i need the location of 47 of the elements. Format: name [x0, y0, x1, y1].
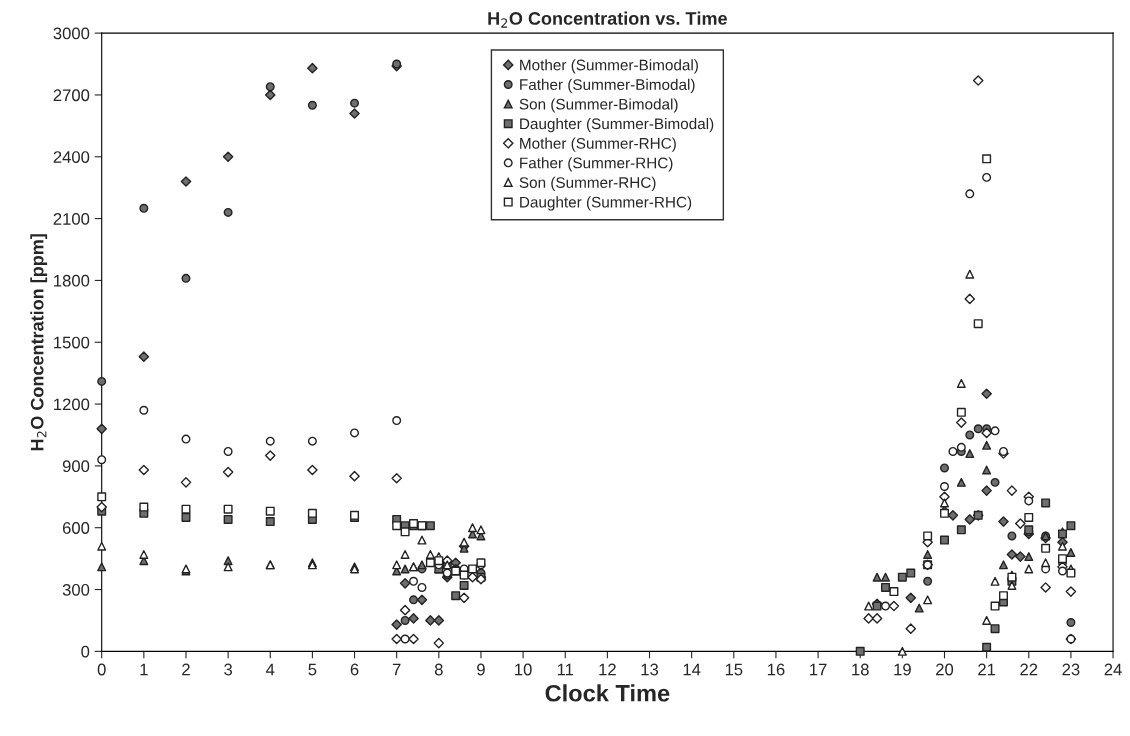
y-tick-label: 1200 — [54, 398, 90, 411]
y-tick-label: 900 — [62, 460, 90, 473]
x-tick-label: 8 — [434, 663, 443, 676]
x-tick-label: 3 — [224, 663, 233, 676]
x-tick-label: 12 — [599, 663, 616, 676]
chart-title: H$_{2}$O Concentration vs. Time — [488, 11, 727, 28]
x-tick-label: 5 — [308, 663, 317, 676]
x-tick-label: 10 — [515, 663, 532, 676]
x-tick-label: 16 — [767, 663, 785, 676]
legend-label: Daughter (Summer-RHC) — [520, 196, 692, 211]
x-tick-label: 18 — [852, 663, 869, 676]
x-tick-label: 21 — [978, 663, 996, 676]
y-tick-label: 300 — [62, 583, 90, 596]
x-tick-label: 6 — [350, 663, 359, 676]
x-tick-label: 13 — [641, 663, 659, 676]
x-tick-label: 11 — [557, 663, 574, 676]
x-tick-label: 0 — [97, 663, 106, 676]
y-tick-label: 600 — [62, 522, 90, 534]
y-tick-label: 3000 — [53, 27, 90, 40]
x-tick-label: 23 — [1062, 663, 1080, 676]
legend-label: Mother (Summer-RHC) — [520, 137, 676, 152]
legend-label: Son (Summer-RHC) — [519, 176, 656, 191]
legend-label: Mother (Summer-Bimodal) — [520, 59, 698, 74]
y-tick-label: 0 — [81, 645, 90, 658]
x-tick-label: 1 — [140, 663, 148, 676]
x-tick-label: 22 — [1020, 663, 1038, 676]
legend-label: Father (Summer-Bimodal) — [520, 78, 695, 94]
x-tick-label: 7 — [392, 663, 401, 676]
x-tick-label: 4 — [266, 663, 275, 676]
x-tick-label: 15 — [725, 663, 743, 676]
y-tick-label: 2100 — [53, 212, 90, 225]
y-tick-label: 2700 — [53, 89, 90, 102]
legend-label: Father (Summer-RHC) — [520, 157, 673, 172]
x-tick-label: 2 — [182, 663, 190, 676]
x-tick-label: 17 — [810, 663, 827, 676]
x-tick-label: 19 — [894, 663, 911, 676]
y-tick-label: 1500 — [54, 336, 90, 349]
legend-label: Daughter (Summer-Bimodal) — [520, 117, 714, 133]
x-tick-label: 20 — [936, 663, 954, 676]
x-tick-label: 14 — [683, 663, 701, 676]
x-axis-title: Clock Time — [545, 684, 670, 702]
x-tick-label: 9 — [477, 663, 485, 676]
y-tick-label: 2400 — [53, 151, 90, 163]
x-tick-label: 24 — [1104, 663, 1122, 676]
y-tick-label: 1800 — [54, 274, 90, 287]
y-axis-title: H$_{2}$O Concentration [ppm] — [30, 234, 48, 451]
legend-label: Son (Summer-Bimodal) — [519, 98, 678, 113]
